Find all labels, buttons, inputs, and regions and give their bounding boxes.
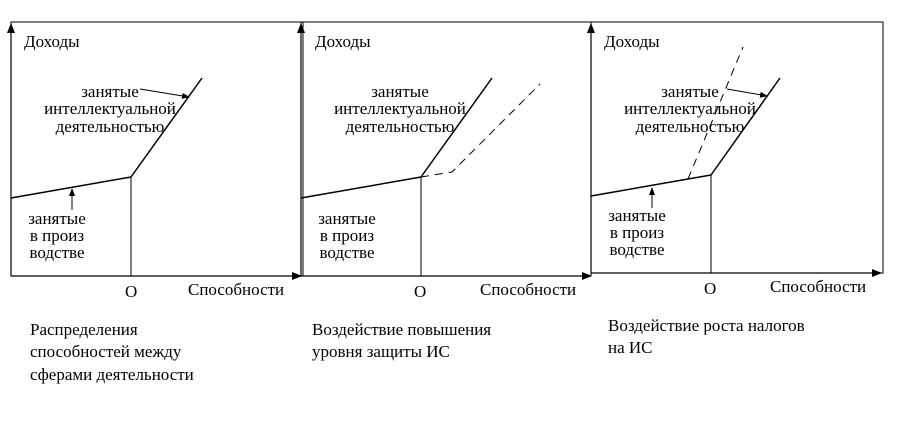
panel-3-lower-label-2: в произ [610,223,664,242]
panel-3: Доходы Способности О занятые интеллектуа… [587,21,884,357]
panel-2-production-income-line [300,176,422,199]
panel-3-upper-label-1: занятые [661,82,719,101]
panel-3-production-income-line [590,174,712,197]
panel-3-lower-label-1: занятые [608,206,666,225]
panel-3-origin-label: О [704,279,716,298]
panel-3-upper-label-3: деятельностью [636,117,745,136]
panel-2-upper-label-3: деятельностью [346,117,455,136]
panel-1-lower-label-1: занятые [28,209,86,228]
panel-2-lower-label-1: занятые [318,209,376,228]
panel-2-lower-label-2: в произ [320,226,374,245]
panel-1-y-axis-label: Доходы [24,32,80,51]
panel-1-intellectual-income-line [130,77,203,178]
panel-3-caption-1: Воздействие роста налогов [608,316,805,335]
panel-1-upper-label-3: деятельностью [56,117,165,136]
panel-3-upper-pointer-arrow [726,88,768,98]
panel-1-x-axis-label: Способности [188,280,284,299]
panel-1-upper-label-1: занятые [81,82,139,101]
panel-3-upper-label-2: интеллектуальной [624,99,756,118]
panel-1-lower-label-2: в произ [30,226,84,245]
panel-1-caption-2: способностей между [30,342,182,361]
panel-2: Доходы Способности О занятые интеллектуа… [297,21,592,361]
panel-3-intellectual-income-line [710,77,781,176]
panel-2-upper-label-2: интеллектуальной [334,99,466,118]
panel-2-intellectual-income-line [420,77,493,178]
panel-2-x-axis-label: Способности [480,280,576,299]
panel-1-upper-pointer-arrow [139,88,190,99]
panel-3-caption-2: на ИС [608,338,653,357]
panel-1-caption-1: Распределения [30,320,138,339]
panel-1-caption-3: сферами деятельности [30,365,194,384]
panel-3-shifted-dashed-line [687,46,744,180]
panel-1-upper-label-2: интеллектуальной [44,99,176,118]
panel-1: Доходы Способности О занятые интеллектуа… [6,21,304,384]
panel-1-origin-label: О [125,282,137,301]
panel-2-origin-label: О [414,282,426,301]
panel-3-lower-label-3: водстве [609,240,664,259]
panel-2-upper-label-1: занятые [371,82,429,101]
panel-3-y-axis-label: Доходы [604,32,660,51]
panel-1-production-income-line [10,176,132,199]
panel-2-lower-label-3: водстве [319,243,374,262]
panel-2-y-axis-label: Доходы [315,32,371,51]
panel-3-x-axis-label: Способности [770,277,866,296]
panel-2-shifted-dashed-line [420,83,541,178]
panel-2-caption-1: Воздействие повышения [312,320,491,339]
panel-1-lower-label-3: водстве [29,243,84,262]
panel-2-caption-2: уровня защиты ИС [312,342,450,361]
